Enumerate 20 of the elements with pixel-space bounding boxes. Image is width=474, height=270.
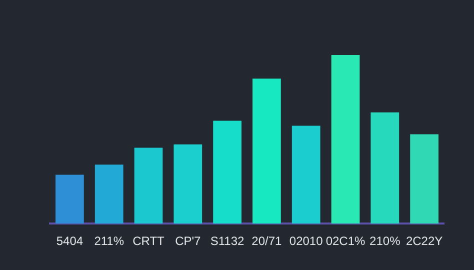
bar: [252, 78, 281, 224]
x-tick-label: 02010: [289, 234, 324, 248]
x-tick-label: 210%: [370, 234, 401, 248]
x-tick-label: 211%: [94, 234, 124, 248]
bar: [292, 126, 320, 224]
x-tick-label: CRTT: [132, 234, 166, 248]
bar: [213, 120, 242, 224]
bar: [94, 164, 124, 224]
bar: [174, 144, 202, 224]
bar: [410, 134, 438, 224]
x-tick-label: 02C1%: [326, 234, 366, 248]
x-tick-label: 2C22Y: [406, 234, 443, 248]
bar: [134, 148, 163, 224]
x-tick-label: 5404: [56, 234, 84, 248]
bar: [56, 174, 84, 224]
bar: [370, 112, 400, 224]
x-tick-label: CP'7: [175, 234, 202, 248]
x-tick-label: S1132: [210, 234, 245, 248]
bar: [331, 55, 360, 224]
x-tick-label: 20/71: [252, 234, 282, 248]
